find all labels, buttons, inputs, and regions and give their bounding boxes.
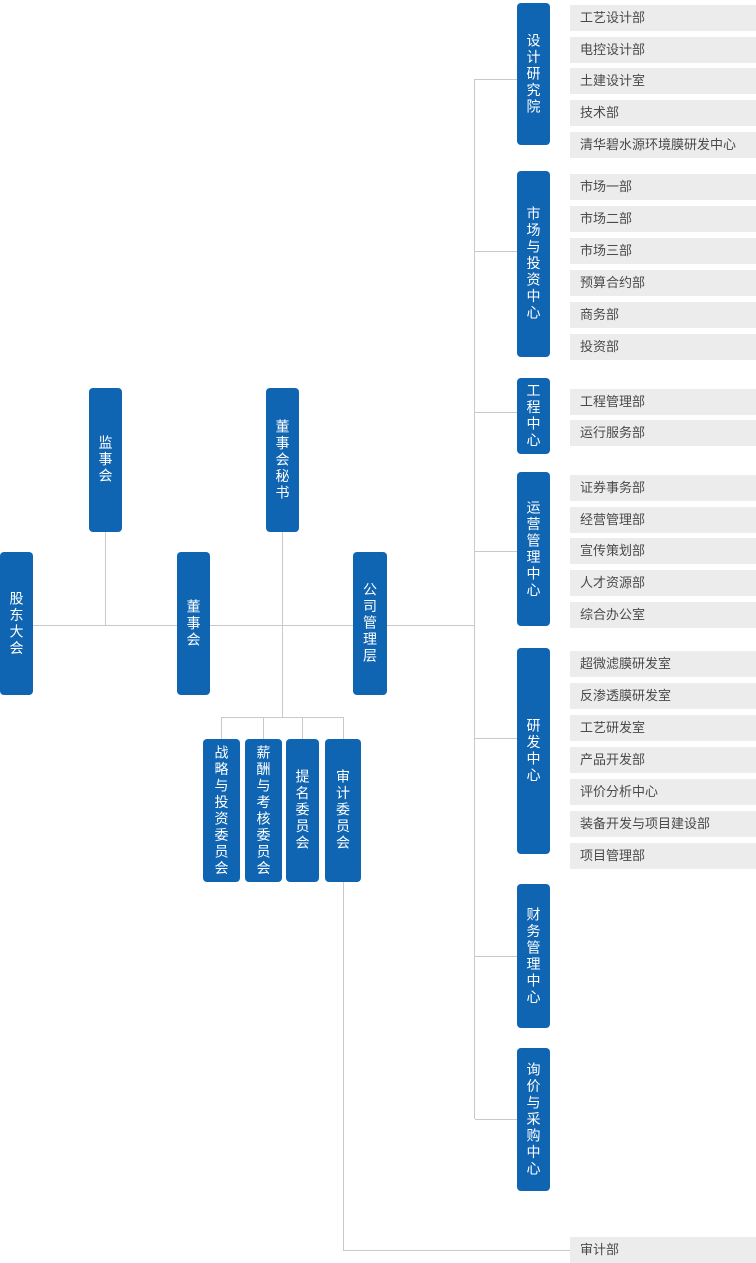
node-remuneration-appraisal-committee: 薪酬与考核委员会 [245,739,282,882]
dept-box: 工艺设计部 [570,5,756,31]
node-design-research-institute: 设计研究院 [517,3,550,145]
center-connector-line [475,412,517,413]
dept-box: 市场二部 [570,206,756,232]
node-market-investment-center: 市场与投资中心 [517,171,550,357]
supervisory-board-drop-line [105,532,106,625]
dept-box: 运行服务部 [570,420,756,446]
dept-box: 综合办公室 [570,602,756,628]
dept-box: 经营管理部 [570,507,756,533]
node-nomination-committee: 提名委员会 [286,739,319,882]
node-board-secretary: 董事会秘书 [266,388,299,532]
node-label: 财务管理中心 [525,906,542,1006]
node-label: 股东大会 [8,590,25,657]
committee-drop-line [302,718,303,739]
dept-box-audit: 审计部 [570,1237,756,1263]
dept-box: 土建设计室 [570,68,756,94]
node-rnd-center: 研发中心 [517,648,550,854]
dept-box: 市场一部 [570,174,756,200]
node-label: 设计研究院 [525,32,542,116]
committee-horizontal-line [221,717,344,718]
node-label: 运营管理中心 [525,499,542,599]
node-label: 审计委员会 [335,769,351,852]
node-board-of-directors: 董事会 [177,552,210,695]
committee-drop-line [221,718,222,739]
dept-box: 技术部 [570,100,756,126]
dept-box: 证券事务部 [570,475,756,501]
dept-box: 工程管理部 [570,389,756,415]
dept-box: 产品开发部 [570,747,756,773]
dept-box: 人才资源部 [570,570,756,596]
dept-box: 宣传策划部 [570,538,756,564]
dept-box: 市场三部 [570,238,756,264]
node-operation-management-center: 运营管理中心 [517,472,550,626]
audit-committee-vertical-line [343,882,344,1250]
dept-box: 装备开发与项目建设部 [570,811,756,837]
dept-box: 项目管理部 [570,843,756,869]
right-spine-line [474,79,475,1119]
dept-box: 评价分析中心 [570,779,756,805]
center-connector-line [475,738,517,739]
node-engineering-center: 工程中心 [517,378,550,454]
node-audit-committee: 审计委员会 [325,739,361,882]
node-label: 董事会秘书 [274,418,291,502]
dept-box: 商务部 [570,302,756,328]
node-company-management: 公司管理层 [353,552,387,695]
committee-drop-line [263,718,264,739]
node-inquiry-procurement-center: 询价与采购中心 [517,1048,550,1191]
node-label: 公司管理层 [362,582,378,665]
node-label: 薪酬与考核委员会 [255,744,272,877]
committee-drop-line [343,718,344,739]
node-supervisory-board: 监事会 [89,388,122,532]
center-connector-line [475,1119,517,1120]
dept-box: 工艺研发室 [570,715,756,741]
node-label: 工程中心 [525,383,542,449]
node-label: 市场与投资中心 [525,206,542,322]
node-label: 提名委员会 [294,769,311,852]
node-finance-management-center: 财务管理中心 [517,884,550,1028]
dept-box: 清华碧水源环境膜研发中心 [570,132,756,158]
node-strategy-investment-committee: 战略与投资委员会 [203,739,240,882]
node-shareholders-meeting: 股东大会 [0,552,33,695]
dept-box: 超微滤膜研发室 [570,651,756,677]
center-connector-line [475,551,517,552]
dept-box: 反渗透膜研发室 [570,683,756,709]
node-label: 研发中心 [525,718,542,784]
node-label: 战略与投资委员会 [213,744,230,877]
center-connector-line [475,956,517,957]
dept-box: 预算合约部 [570,270,756,296]
board-secretary-drop-line [282,532,283,717]
audit-department-horizontal-line [343,1250,570,1251]
center-connector-line [475,251,517,252]
dept-box: 投资部 [570,334,756,360]
node-label: 监事会 [97,435,114,485]
node-label: 董事会 [185,598,202,649]
main-horizontal-line [33,625,474,626]
center-connector-line [475,79,517,80]
dept-box: 电控设计部 [570,37,756,63]
node-label: 询价与采购中心 [525,1061,542,1178]
